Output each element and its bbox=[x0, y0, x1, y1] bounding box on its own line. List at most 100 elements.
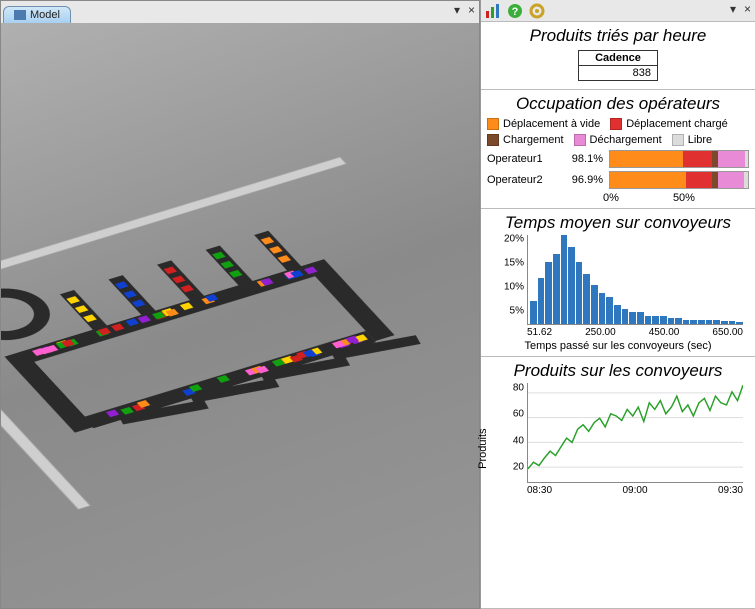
bar-segment bbox=[744, 172, 748, 188]
legend-label: Déplacement chargé bbox=[626, 118, 728, 130]
histogram-bar bbox=[668, 318, 675, 324]
operator-label: Operateur1 bbox=[487, 153, 557, 165]
histogram-bar bbox=[629, 312, 636, 324]
histogram-chart: 20%15%10%5% bbox=[527, 235, 743, 325]
operator-bar bbox=[609, 171, 749, 189]
model-panel: Model ▾ × bbox=[0, 0, 480, 609]
legend-label: Déchargement bbox=[590, 134, 662, 146]
settings-tab-icon[interactable] bbox=[529, 3, 545, 19]
legend-label: Libre bbox=[688, 134, 712, 146]
histogram-bar bbox=[721, 321, 728, 324]
ytick: 10% bbox=[504, 281, 524, 292]
histogram-bar bbox=[736, 322, 743, 324]
histogram-bar bbox=[576, 262, 583, 324]
conveyor-track bbox=[4, 351, 94, 433]
bar-segment bbox=[686, 172, 712, 188]
bar-segment bbox=[610, 151, 683, 167]
operator-pct: 98.1% bbox=[563, 153, 603, 165]
xtick: 51.62 bbox=[527, 327, 552, 338]
histogram-bar bbox=[652, 316, 659, 324]
bar-segment bbox=[718, 151, 746, 167]
xtick: 650.00 bbox=[712, 327, 743, 338]
linechart-xaxis: 08:30 09:00 09:30 bbox=[527, 485, 743, 496]
model-tab[interactable]: Model bbox=[3, 6, 71, 23]
dash-close-icon[interactable]: × bbox=[744, 2, 751, 16]
legend-label: Chargement bbox=[503, 134, 564, 146]
xtick: 450.00 bbox=[649, 327, 680, 338]
operator-row: Operateur2 96.9% bbox=[487, 171, 749, 189]
panel-close-icon[interactable]: × bbox=[468, 3, 475, 17]
histogram-bar bbox=[606, 297, 613, 324]
xtick: 09:30 bbox=[718, 485, 743, 496]
histogram-bar bbox=[583, 274, 590, 324]
operators-xaxis: 0% 50% bbox=[603, 192, 749, 204]
throughput-title: Produits triés par heure bbox=[487, 26, 749, 46]
cadence-value: 838 bbox=[579, 66, 657, 80]
legend-swatch bbox=[672, 134, 684, 146]
histogram-bar bbox=[545, 262, 552, 324]
histogram-bar bbox=[538, 278, 545, 324]
operator-pct: 96.9% bbox=[563, 174, 603, 186]
bar-segment bbox=[610, 172, 686, 188]
section-histogram: Temps moyen sur convoyeurs 20%15%10%5% 5… bbox=[481, 209, 755, 357]
xtick: 08:30 bbox=[527, 485, 552, 496]
ytick: 80 bbox=[513, 382, 524, 393]
legend-item: Déchargement bbox=[574, 134, 662, 146]
operators-legend: Déplacement à vide Déplacement chargé Char… bbox=[487, 118, 749, 146]
linechart-title: Produits sur les convoyeurs bbox=[487, 361, 749, 381]
panel-minimize-icon[interactable]: ▾ bbox=[454, 3, 460, 17]
legend-label: Déplacement à vide bbox=[503, 118, 600, 130]
ytick: 60 bbox=[513, 409, 524, 420]
histogram-bar bbox=[622, 309, 629, 324]
histogram-bar bbox=[675, 318, 682, 324]
xtick: 09:00 bbox=[622, 485, 647, 496]
histogram-bar bbox=[568, 247, 575, 324]
bar-segment bbox=[718, 172, 744, 188]
bar-segment bbox=[683, 151, 712, 167]
histogram-bar bbox=[561, 235, 568, 324]
legend-swatch bbox=[487, 134, 499, 146]
linechart-ylabel: Produits bbox=[477, 428, 489, 468]
legend-item: Déplacement chargé bbox=[610, 118, 728, 130]
ytick: 5% bbox=[510, 305, 524, 316]
line-chart: 80604020 bbox=[527, 383, 743, 483]
operator-label: Operateur2 bbox=[487, 174, 557, 186]
svg-text:?: ? bbox=[512, 6, 519, 18]
histogram-bar bbox=[706, 320, 713, 324]
operator-row: Operateur1 98.1% bbox=[487, 150, 749, 168]
model-tab-label: Model bbox=[30, 9, 60, 21]
section-throughput: Produits triés par heure Cadence 838 bbox=[481, 22, 755, 90]
bar-segment bbox=[745, 151, 748, 167]
cadence-header: Cadence bbox=[579, 51, 657, 66]
model-3d-viewport[interactable] bbox=[1, 23, 479, 608]
dash-minimize-icon[interactable]: ▾ bbox=[730, 2, 736, 16]
ytick: 15% bbox=[504, 258, 524, 269]
conveyor-track bbox=[305, 259, 395, 341]
histogram-bar bbox=[553, 254, 560, 324]
legend-swatch bbox=[487, 118, 499, 130]
legend-swatch bbox=[574, 134, 586, 146]
ytick: 20 bbox=[513, 462, 524, 473]
histogram-title: Temps moyen sur convoyeurs bbox=[487, 213, 749, 233]
dashboard-tab-bar: ? ▾ × bbox=[481, 0, 755, 22]
dashboard-panel: ? ▾ × Produits triés par heure Cadence 8… bbox=[480, 0, 755, 609]
charts-tab-icon[interactable] bbox=[485, 3, 501, 19]
legend-item: Déplacement à vide bbox=[487, 118, 600, 130]
histogram-bar bbox=[645, 316, 652, 324]
help-tab-icon[interactable]: ? bbox=[507, 3, 523, 19]
histogram-bar bbox=[614, 305, 621, 324]
histogram-bar bbox=[660, 316, 667, 324]
histogram-xlabel: Temps passé sur les convoyeurs (sec) bbox=[487, 340, 749, 352]
histogram-xaxis: 51.62 250.00 450.00 650.00 bbox=[527, 327, 743, 338]
legend-swatch bbox=[610, 118, 622, 130]
section-linechart: Produits sur les convoyeurs Produits 806… bbox=[481, 357, 755, 609]
histogram-bar bbox=[683, 320, 690, 324]
ytick: 40 bbox=[513, 435, 524, 446]
ytick: 20% bbox=[504, 234, 524, 245]
operators-title: Occupation des opérateurs bbox=[487, 94, 749, 114]
cadence-box: Cadence 838 bbox=[578, 50, 658, 81]
spiral-conveyor bbox=[1, 279, 66, 349]
histogram-bar bbox=[591, 285, 598, 324]
legend-item: Libre bbox=[672, 134, 712, 146]
operator-bar bbox=[609, 150, 749, 168]
